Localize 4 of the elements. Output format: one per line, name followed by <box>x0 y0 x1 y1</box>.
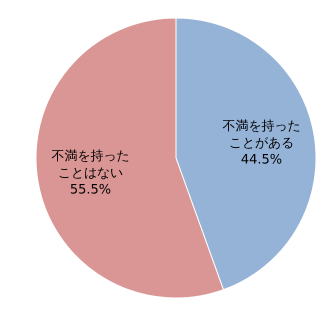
slice-label: 不満を持ったことはない <box>51 148 130 180</box>
data-label: 44.5% <box>240 152 282 168</box>
data-label: 55.5% <box>70 182 112 198</box>
slice-label: 不満を持ったことがある <box>222 118 301 151</box>
